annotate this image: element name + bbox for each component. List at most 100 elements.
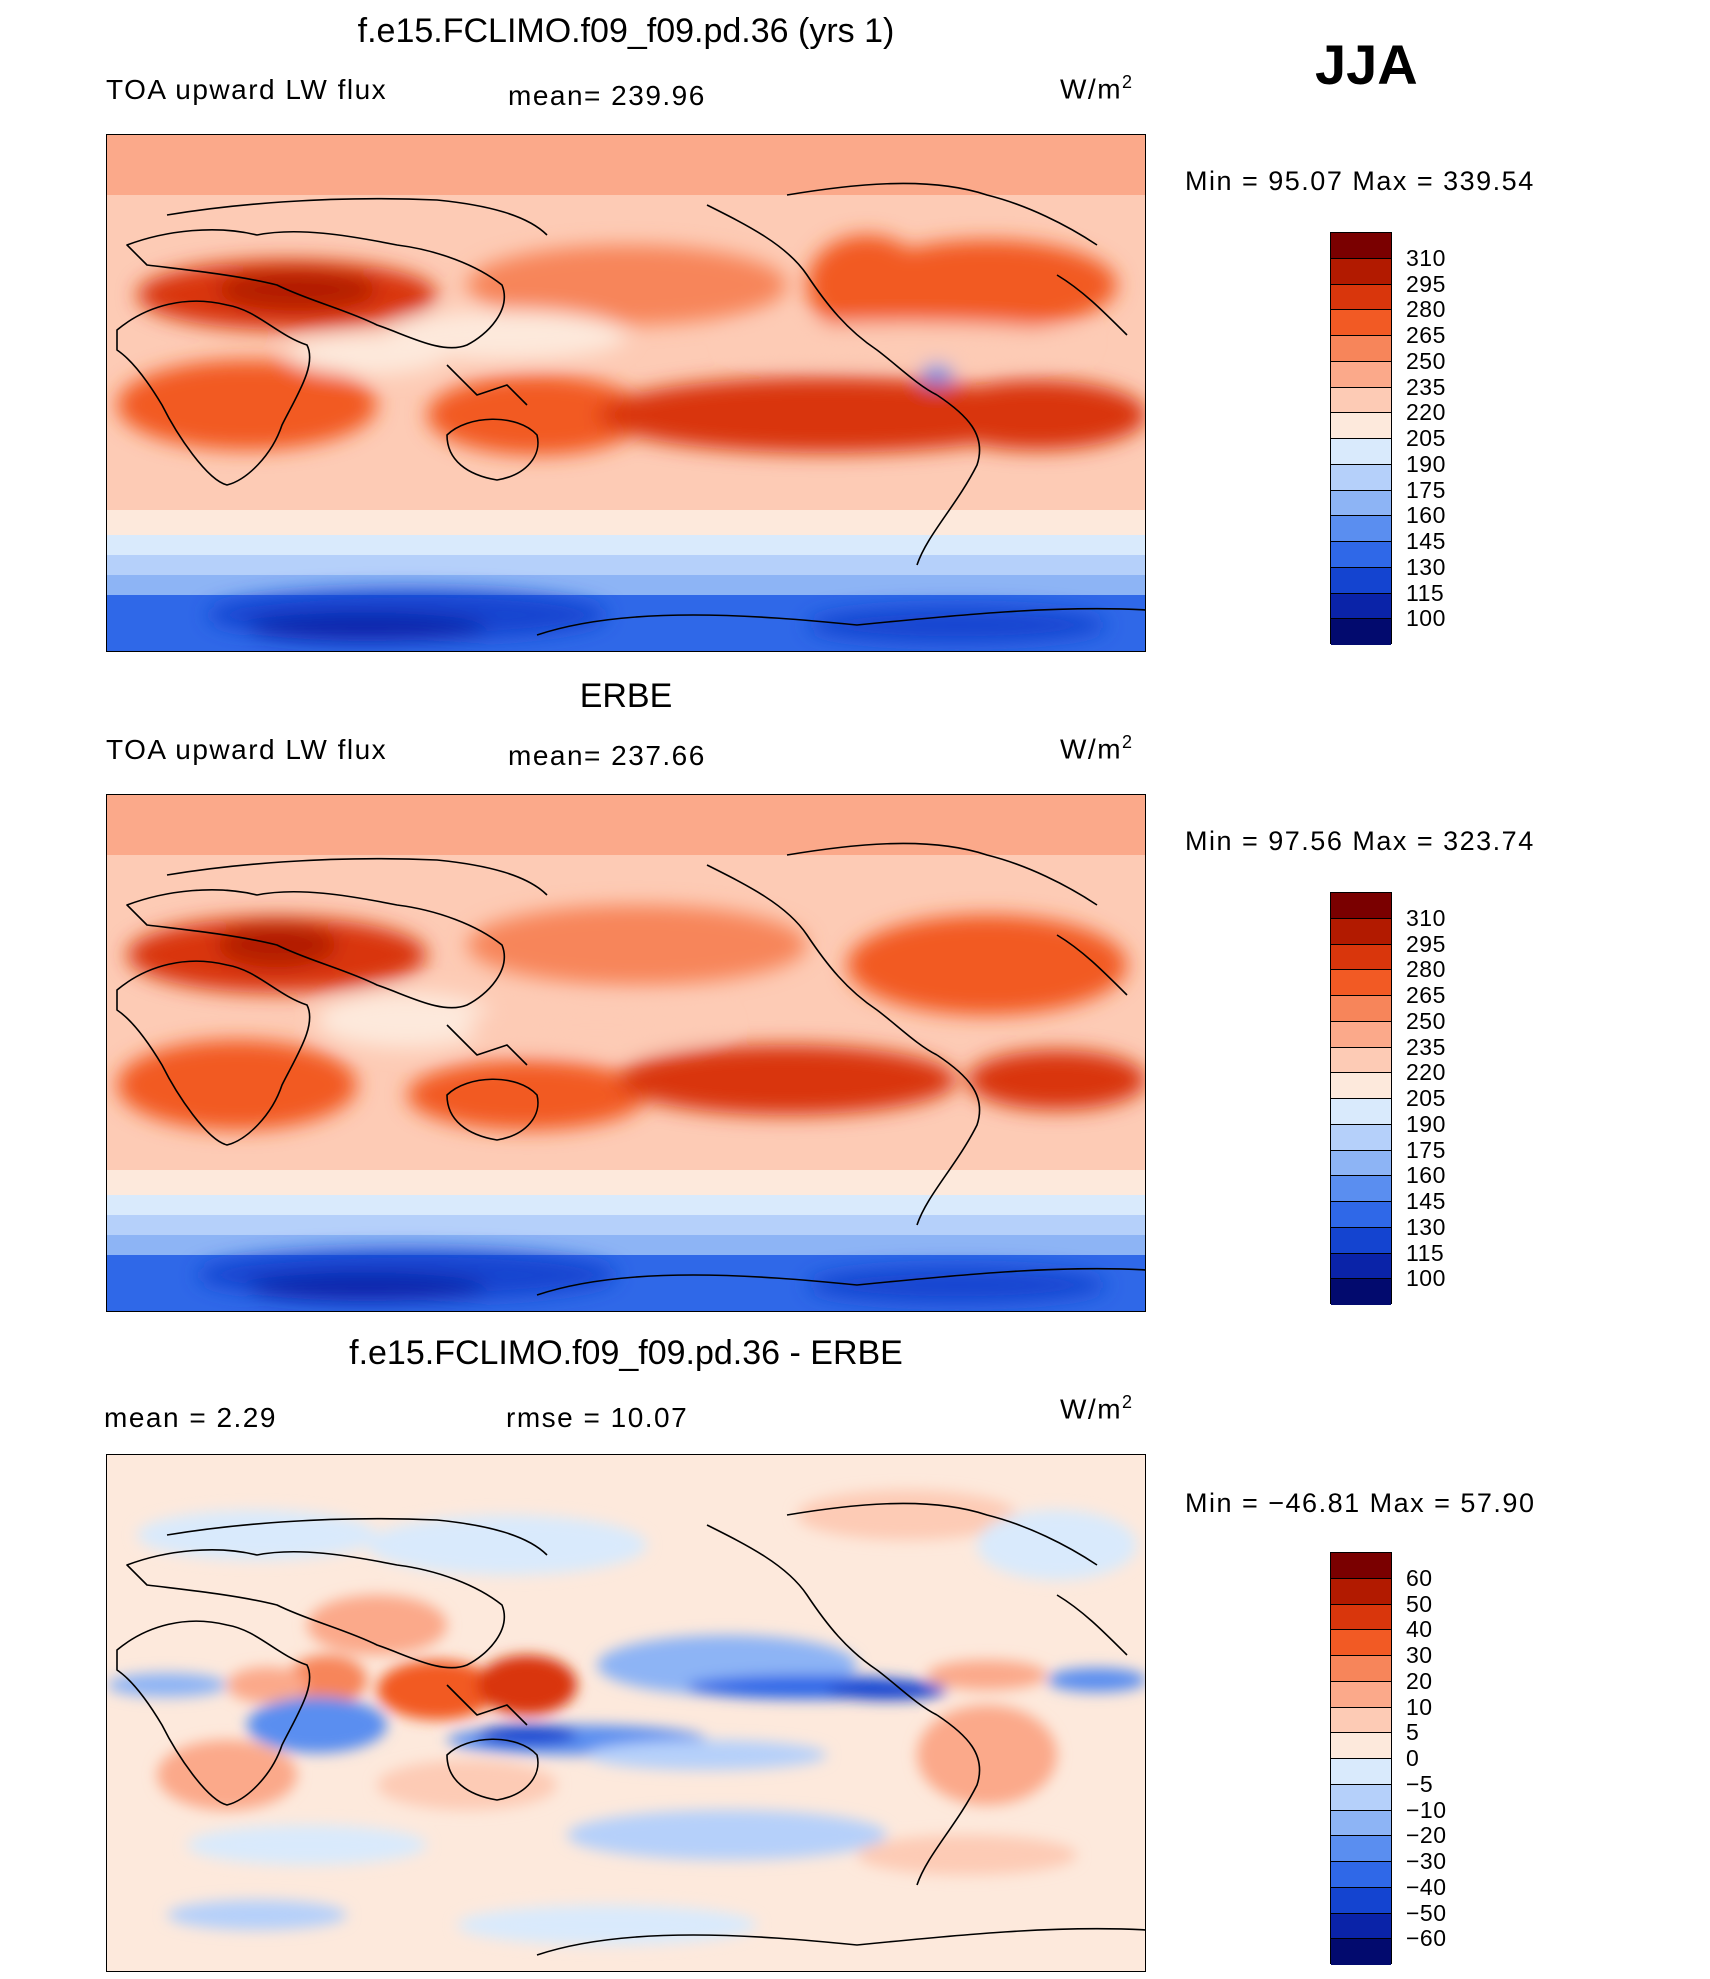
panel1-variable-label: TOA upward LW flux	[106, 74, 388, 105]
colorbar-tick-label: 130	[1406, 1214, 1446, 1240]
colorbar-tick-label: 295	[1406, 931, 1446, 957]
colorbar-swatch	[1331, 567, 1391, 594]
panel2-unit-label: W/m2	[1060, 732, 1134, 765]
colorbar-swatch	[1331, 1810, 1391, 1837]
colorbar-swatch	[1331, 1176, 1391, 1202]
panel3-rmse-label: rmse = 10.07	[506, 1402, 689, 1433]
colorbar-tick-label: 280	[1406, 956, 1446, 982]
colorbar-swatch	[1331, 1604, 1391, 1631]
colorbar-swatch	[1331, 1227, 1391, 1254]
panel3-min-max: Min = −46.81 Max = 57.90	[1185, 1488, 1536, 1518]
colorbar-swatch	[1331, 1681, 1391, 1708]
colorbar-swatch	[1331, 1707, 1391, 1734]
colorbar-tick-label: −5	[1406, 1771, 1434, 1797]
colorbar-swatch	[1331, 1913, 1391, 1940]
panel3-map	[106, 1454, 1146, 1972]
colorbar-tick-label: 160	[1406, 502, 1446, 528]
colorbar-swatch	[1331, 1733, 1391, 1759]
colorbar-swatch	[1331, 1656, 1391, 1682]
colorbar-tick-label: −20	[1406, 1822, 1447, 1848]
colorbar-swatch	[1331, 1279, 1391, 1305]
colorbar-swatch	[1331, 1630, 1391, 1656]
colorbar-swatch	[1331, 336, 1391, 362]
panel1-map	[106, 134, 1146, 652]
panel3-title: f.e15.FCLIMO.f09_f09.pd.36 - ERBE	[349, 1334, 903, 1372]
colorbar-tick-label: 5	[1406, 1719, 1420, 1745]
colorbar-swatch	[1331, 1099, 1391, 1125]
colorbar-tick-label: 115	[1406, 580, 1445, 606]
colorbar-swatch	[1331, 1150, 1391, 1177]
colorbar-tick-label: 175	[1406, 1137, 1446, 1163]
colorbar-swatch	[1331, 893, 1391, 919]
panel1-mean-label: mean= 239.96	[508, 80, 706, 111]
colorbar-swatch	[1331, 361, 1391, 388]
season-label: JJA	[1315, 33, 1418, 96]
colorbar-swatch	[1331, 413, 1391, 439]
colorbar-tick-label: 205	[1406, 1085, 1446, 1111]
colorbar-swatch	[1331, 1202, 1391, 1228]
colorbar-tick-label: 250	[1406, 1008, 1446, 1034]
colorbar-swatch	[1331, 439, 1391, 465]
colorbar-swatch	[1331, 970, 1391, 996]
colorbar-swatch	[1331, 284, 1391, 311]
colorbar-swatch	[1331, 1124, 1391, 1151]
colorbar-swatch	[1331, 1784, 1391, 1811]
colorbar-tick-label: 235	[1406, 1034, 1446, 1060]
colorbar-swatch	[1331, 593, 1391, 620]
colorbar-swatch	[1331, 619, 1391, 645]
colorbar-tick-label: 220	[1406, 399, 1446, 425]
panel1-colorbar	[1330, 232, 1392, 645]
colorbar-tick-label: 115	[1406, 1240, 1445, 1266]
colorbar-swatch	[1331, 1862, 1391, 1888]
colorbar-tick-label: 190	[1406, 451, 1446, 477]
colorbar-swatch	[1331, 387, 1391, 414]
colorbar-tick-label: 160	[1406, 1162, 1446, 1188]
panel2-colorbar	[1330, 892, 1392, 1305]
colorbar-swatch	[1331, 1253, 1391, 1280]
colorbar-swatch	[1331, 1759, 1391, 1785]
colorbar-tick-label: 205	[1406, 425, 1446, 451]
colorbar-tick-label: 295	[1406, 271, 1446, 297]
panel2-map	[106, 794, 1146, 1312]
colorbar-swatch	[1331, 1887, 1391, 1914]
panel2-min-max: Min = 97.56 Max = 323.74	[1185, 826, 1535, 856]
colorbar-tick-label: 175	[1406, 477, 1446, 503]
colorbar-swatch	[1331, 258, 1391, 285]
colorbar-tick-label: 130	[1406, 554, 1446, 580]
colorbar-tick-label: 60	[1406, 1565, 1433, 1591]
colorbar-swatch	[1331, 1578, 1391, 1605]
colorbar-tick-label: 0	[1406, 1745, 1420, 1771]
colorbar-tick-label: 145	[1406, 528, 1446, 554]
colorbar-tick-label: 250	[1406, 348, 1446, 374]
panel3-mean-label: mean = 2.29	[104, 1402, 277, 1433]
panel1-min-max: Min = 95.07 Max = 339.54	[1185, 166, 1535, 196]
panel2-variable-label: TOA upward LW flux	[106, 734, 388, 765]
colorbar-tick-label: 280	[1406, 296, 1446, 322]
colorbar-swatch	[1331, 1939, 1391, 1965]
colorbar-swatch	[1331, 542, 1391, 568]
colorbar-tick-label: −30	[1406, 1848, 1447, 1874]
colorbar-tick-label: 50	[1406, 1591, 1433, 1617]
colorbar-tick-label: 265	[1406, 982, 1446, 1008]
colorbar-tick-label: 190	[1406, 1111, 1446, 1137]
colorbar-swatch	[1331, 310, 1391, 336]
colorbar-tick-label: 20	[1406, 1668, 1433, 1694]
panel2-map-svg	[107, 795, 1145, 1311]
colorbar-swatch	[1331, 464, 1391, 491]
colorbar-tick-label: 265	[1406, 322, 1446, 348]
panel3-colorbar	[1330, 1552, 1392, 1965]
colorbar-tick-label: 310	[1406, 245, 1446, 271]
colorbar-tick-label: 100	[1406, 605, 1446, 631]
colorbar-swatch	[1331, 944, 1391, 971]
colorbar-tick-label: −10	[1406, 1797, 1447, 1823]
colorbar-tick-label: −40	[1406, 1874, 1447, 1900]
colorbar-tick-label: 100	[1406, 1265, 1446, 1291]
panel2-mean-label: mean= 237.66	[508, 740, 706, 771]
panel1-title: f.e15.FCLIMO.f09_f09.pd.36 (yrs 1)	[357, 12, 895, 50]
colorbar-swatch	[1331, 918, 1391, 945]
colorbar-swatch	[1331, 1836, 1391, 1862]
colorbar-swatch	[1331, 1047, 1391, 1074]
colorbar-swatch	[1331, 1021, 1391, 1048]
colorbar-swatch	[1331, 233, 1391, 259]
panel1-unit-label: W/m2	[1060, 72, 1134, 105]
